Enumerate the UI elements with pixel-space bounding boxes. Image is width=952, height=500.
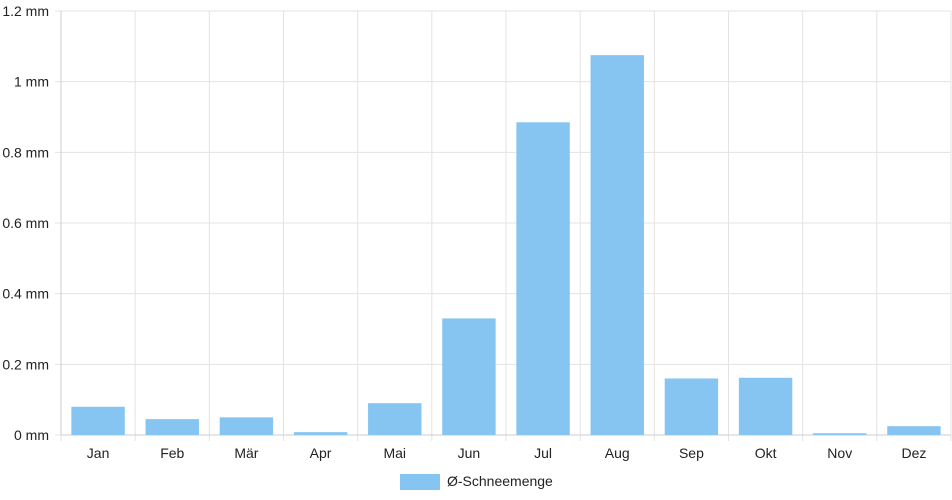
bar-jun[interactable]	[442, 318, 496, 435]
x-tick-label: Feb	[160, 445, 184, 461]
x-tick-label: Nov	[827, 445, 852, 461]
y-tick-label: 0.2 mm	[2, 356, 49, 372]
bar-series	[71, 55, 941, 436]
x-tick-label: Mär	[234, 445, 258, 461]
x-tick-label: Apr	[310, 445, 332, 461]
bar-dez[interactable]	[887, 426, 941, 435]
bar-jan[interactable]	[71, 406, 125, 435]
y-tick-label: 1.2 mm	[2, 3, 49, 19]
y-tick-label: 0.8 mm	[2, 144, 49, 160]
bar-feb[interactable]	[145, 419, 199, 435]
bar-mai[interactable]	[368, 403, 422, 435]
x-tick-label: Jun	[458, 445, 481, 461]
bar-okt[interactable]	[738, 377, 793, 435]
legend-swatch[interactable]	[400, 474, 440, 490]
legend-label[interactable]: Ø-Schneemenge	[447, 473, 553, 489]
x-tick-label: Jan	[87, 445, 110, 461]
bar-jul[interactable]	[516, 122, 570, 436]
x-tick-label: Mai	[383, 445, 406, 461]
y-axis-ticks: 0 mm 0.2 mm 0.4 mm 0.6 mm 0.8 mm 1 mm 1.2 mm	[2, 3, 49, 443]
x-tick-label: Okt	[755, 445, 777, 461]
x-axis-ticks: Jan Feb Mär Apr Mai Jun Jul Aug Sep Okt Nov Dez	[87, 445, 927, 461]
y-tick-label: 0.6 mm	[2, 215, 49, 231]
bar-sep[interactable]	[664, 378, 719, 435]
bar-aug[interactable]	[590, 55, 644, 436]
x-tick-label: Jul	[534, 445, 552, 461]
x-tick-label: Aug	[605, 445, 630, 461]
x-tick-label: Dez	[901, 445, 926, 461]
legend[interactable]: Ø-Schneemenge	[400, 473, 553, 490]
bar-apr[interactable]	[293, 432, 348, 435]
bar-mär[interactable]	[219, 417, 274, 435]
bar-nov[interactable]	[813, 433, 867, 435]
grid-lines	[55, 10, 952, 441]
y-tick-label: 0.4 mm	[2, 286, 49, 302]
axes	[60, 11, 951, 436]
y-tick-label: 0 mm	[14, 427, 49, 443]
x-tick-label: Sep	[679, 445, 704, 461]
y-tick-label: 1 mm	[14, 74, 49, 90]
